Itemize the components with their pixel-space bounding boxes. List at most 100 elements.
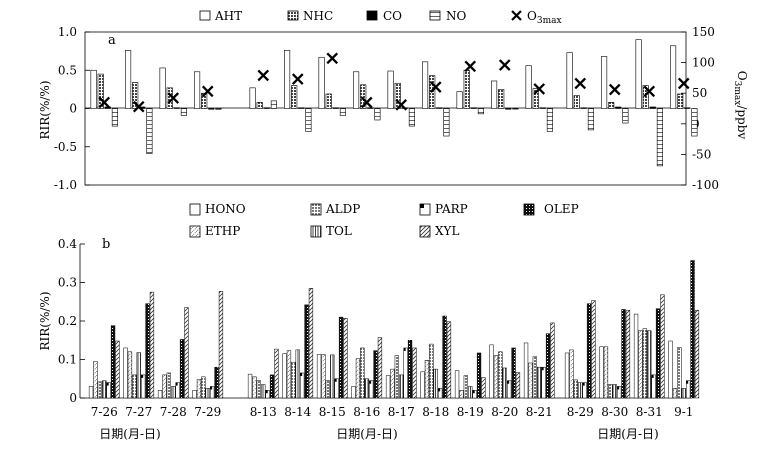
bar-tol xyxy=(205,388,210,399)
legend-aldp-label: ALDP xyxy=(325,202,360,216)
bar-olep xyxy=(511,347,516,399)
panel-a-legend: AHT NHC CO NO O3max xyxy=(199,9,562,26)
panel-a-y2label: O3max/ppbv xyxy=(732,71,749,140)
bar-aht xyxy=(422,61,429,109)
bar-hono xyxy=(599,346,604,399)
bar-tol xyxy=(468,386,473,399)
bar-hono xyxy=(564,352,570,399)
bar-aht xyxy=(670,45,677,109)
o3max-marker xyxy=(167,92,180,104)
bar-ethp xyxy=(355,358,361,399)
bar-xyl xyxy=(515,372,521,399)
bar-ethp xyxy=(672,388,678,399)
bar-parp-cap xyxy=(265,390,268,394)
bar-olep xyxy=(655,308,661,399)
panel-b-ytick-label: 0.1 xyxy=(58,353,77,367)
legend-o3-label: O3max xyxy=(527,9,562,26)
panel-a-ytick-label: 0.5 xyxy=(58,63,77,77)
bar-olep xyxy=(338,316,344,399)
panel-b-ytick-label: 0.2 xyxy=(58,314,77,328)
bar-aht xyxy=(353,71,360,109)
bar-parp-cap xyxy=(541,367,544,371)
bar-tol xyxy=(330,354,335,399)
legend-olep-label: OLEP xyxy=(544,202,579,216)
legend-no-swatch xyxy=(429,10,441,21)
panel-b-left-ticks: 0 0.1 0.2 0.3 0.4 xyxy=(58,237,85,405)
bar-parp xyxy=(651,374,656,399)
bar-xyl xyxy=(149,291,155,399)
bar-co xyxy=(684,107,691,109)
bar-nhc xyxy=(201,92,208,109)
bar-parp-cap xyxy=(175,382,178,386)
bar-parp-cap xyxy=(106,382,109,386)
bar-xyl xyxy=(184,307,189,399)
bar-ethp xyxy=(252,376,257,399)
bar-aht xyxy=(249,87,256,109)
bar-nhc xyxy=(360,84,367,109)
o3max-marker xyxy=(677,77,690,90)
category-label: 8-29 xyxy=(567,405,594,419)
bar-co xyxy=(208,108,215,110)
bar-aldp xyxy=(429,343,434,399)
panel-a-y2tick-label: 100 xyxy=(692,56,715,70)
category-label: 8-30 xyxy=(601,405,628,419)
panel-b-bars xyxy=(88,260,700,399)
category-label: 7-27 xyxy=(125,405,152,419)
bar-co xyxy=(367,107,374,109)
panel-a-left-ticks: 1.0 0.5 0 -0.5 -1.0 xyxy=(54,25,90,192)
bar-nhc xyxy=(132,82,139,109)
o3max-marker xyxy=(360,96,373,109)
legend-tol-label: TOL xyxy=(326,224,352,238)
bar-aht xyxy=(635,39,642,109)
bar-ethp xyxy=(390,368,395,399)
panel-a-y2tick-label: 150 xyxy=(692,25,715,39)
bar-olep xyxy=(407,340,413,399)
bar-nhc xyxy=(573,95,580,109)
bar-ethp xyxy=(286,350,292,399)
legend-xyl-swatch xyxy=(419,225,431,238)
bar-aldp xyxy=(325,380,331,399)
bar-hono xyxy=(420,371,425,399)
bar-no xyxy=(180,108,187,116)
bar-aldp xyxy=(256,380,262,399)
panel-a: 1.0 0.5 0 -0.5 -1.0 150 100 50 0 -50 -100 a RIR(%… xyxy=(38,9,749,192)
bar-co xyxy=(263,107,270,109)
panel-b-ylabel: RIR(%/%) xyxy=(38,291,52,350)
panel-a-y2tick-label: 50 xyxy=(692,86,707,100)
bar-olep xyxy=(145,303,150,399)
bar-parp-cap xyxy=(334,378,337,382)
panel-b-ytick-label: 0.3 xyxy=(58,276,77,290)
o3max-marker xyxy=(326,52,339,65)
legend-o3-marker-icon xyxy=(511,10,522,21)
bar-parp-cap xyxy=(300,372,303,376)
bar-hono xyxy=(668,340,673,399)
bar-ethp xyxy=(603,346,609,399)
bar-aldp xyxy=(394,355,400,399)
bar-tol xyxy=(612,384,617,399)
bar-hono xyxy=(247,373,253,399)
bar-xyl xyxy=(550,322,555,399)
category-label: 7-26 xyxy=(91,405,118,419)
bar-tol xyxy=(261,384,266,399)
panel-a-y2tick-label: -100 xyxy=(692,178,719,192)
bar-hono xyxy=(123,347,128,399)
o3max-marker xyxy=(201,85,214,98)
bar-xyl xyxy=(115,340,120,399)
bar-ethp xyxy=(321,354,326,399)
bar-aht xyxy=(90,69,97,109)
legend-aldp-swatch xyxy=(310,203,322,216)
bar-aldp xyxy=(360,347,365,399)
bar-olep xyxy=(442,315,447,399)
bar-xyl xyxy=(694,309,700,399)
bar-olep xyxy=(214,366,219,399)
bar-nhc xyxy=(608,102,615,109)
bar-tol xyxy=(399,374,404,399)
category-label: 8-31 xyxy=(636,405,663,419)
bar-ethp xyxy=(162,374,167,399)
bar-aldp xyxy=(166,372,171,399)
bar-aldp xyxy=(201,376,206,399)
o3max-marker xyxy=(291,73,304,85)
bar-hono xyxy=(192,390,197,399)
bar-xyl xyxy=(343,318,348,399)
category-label: 8-18 xyxy=(422,405,449,419)
